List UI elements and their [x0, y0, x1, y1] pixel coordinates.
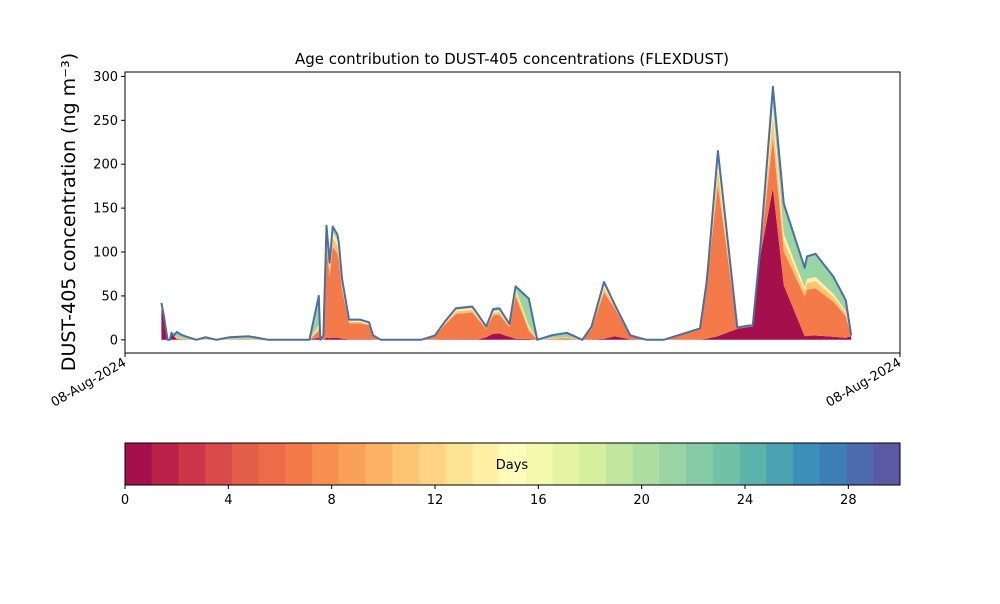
colorbar-swatch [312, 443, 340, 485]
chart-title: Age contribution to DUST-405 concentrati… [295, 50, 729, 68]
age-layer [161, 137, 852, 340]
colorbar-swatch [445, 443, 473, 485]
colorbar-swatch [338, 443, 367, 485]
age-layer [161, 104, 852, 340]
colorbar-swatch [793, 443, 821, 485]
colorbar: 0 4 8 12 16 20 24 28 [121, 442, 901, 508]
colorbar-tick-label: 4 [224, 493, 232, 508]
colorbar-swatch [231, 443, 260, 485]
colorbar-swatch [472, 443, 500, 485]
colorbar-swatch [766, 443, 794, 485]
colorbar-tick-label: 24 [737, 493, 754, 508]
colorbar-tick-label: 16 [530, 493, 547, 508]
colorbar-tick-label: 20 [633, 493, 650, 508]
colorbar-swatch [392, 443, 420, 485]
y-tick-label: 100 [93, 246, 118, 261]
age-layer [161, 86, 852, 340]
y-tick-label: 50 [101, 289, 118, 304]
y-tick-label: 250 [93, 114, 118, 129]
plot-frame [124, 71, 901, 354]
age-layer [161, 117, 852, 340]
colorbar-swatch [205, 443, 233, 485]
colorbar-tick-label: 12 [427, 493, 444, 508]
age-layer [161, 188, 852, 340]
colorbar-swatch [819, 443, 848, 485]
colorbar-swatch [686, 443, 714, 485]
colorbar-swatch [579, 443, 607, 485]
colorbar-swatch [365, 443, 393, 485]
colorbar-swatch [125, 443, 153, 485]
colorbar-swatch [151, 443, 179, 485]
colorbar-label: Days [496, 458, 529, 473]
colorbar-swatch [632, 443, 660, 485]
colorbar-swatch [739, 443, 767, 485]
colorbar-swatch [873, 443, 901, 485]
age-layers [161, 86, 852, 340]
colorbar-swatch [418, 443, 447, 485]
y-tick-label: 200 [93, 158, 118, 173]
colorbar-swatch [178, 443, 206, 485]
y-axis: 0 50 100 150 200 250 300 [93, 70, 125, 348]
colorbar-tick-label: 28 [840, 493, 857, 508]
y-axis-label: DUST-405 concentration (ng m⁻³) [58, 53, 80, 371]
colorbar-swatch [285, 443, 313, 485]
x-axis: 08-Aug-2024 08-Aug-2024 [49, 353, 904, 411]
colorbar-swatch [846, 443, 874, 485]
colorbar-tick-label: 8 [328, 493, 336, 508]
colorbar-frame [124, 442, 901, 486]
colorbar-swatch [659, 443, 687, 485]
colorbar-tick-label: 0 [121, 493, 129, 508]
y-tick-label: 150 [93, 202, 118, 217]
colorbar-swatch [712, 443, 741, 485]
colorbar-swatch [606, 443, 634, 485]
colorbar-swatch [525, 443, 554, 485]
colorbar-swatch [552, 443, 580, 485]
total-series [160, 85, 853, 341]
y-tick-label: 0 [110, 333, 118, 348]
x-tick-label: 08-Aug-2024 [824, 355, 904, 410]
total-line [160, 85, 853, 341]
colorbar-swatch [499, 443, 527, 485]
y-tick-label: 300 [93, 70, 118, 85]
colorbar-swatch [258, 443, 286, 485]
